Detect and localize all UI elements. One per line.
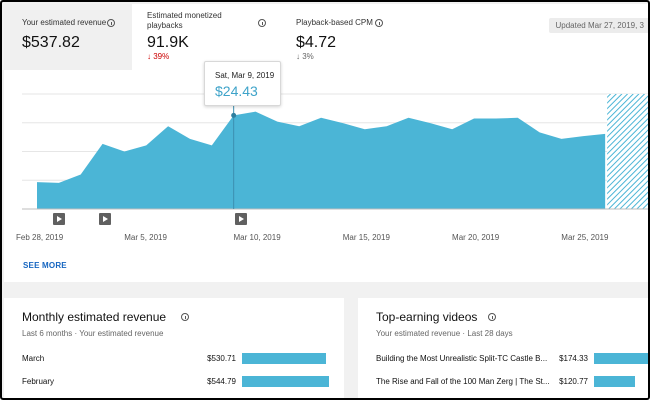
chart-tooltip: Sat, Mar 9, 2019 $24.43 xyxy=(204,61,281,106)
card-title: Top-earning videos xyxy=(376,310,478,324)
video-published-play-icon[interactable] xyxy=(235,213,247,225)
revenue-overview-card: Your estimated revenue $537.82 Estimated… xyxy=(4,4,650,282)
metric-delta-value: 3% xyxy=(302,52,314,61)
info-icon[interactable] xyxy=(375,19,383,27)
metric-tab-playback-cpm[interactable]: Playback-based CPM $4.72 ↓ 3% xyxy=(277,4,427,70)
info-icon[interactable] xyxy=(488,313,496,321)
row-bar xyxy=(242,353,327,364)
hover-point xyxy=(231,112,237,118)
revenue-area-chart[interactable] xyxy=(4,4,650,244)
see-more-link[interactable]: SEE MORE xyxy=(23,261,67,270)
metric-delta: ↓ 3% xyxy=(296,52,314,61)
info-icon[interactable] xyxy=(181,313,189,321)
metric-value: $537.82 xyxy=(22,34,80,51)
row-value: $544.79 xyxy=(207,377,236,386)
x-tick-label: Mar 5, 2019 xyxy=(124,233,167,242)
row-value: $530.71 xyxy=(207,354,236,363)
x-tick-label: Mar 25, 2019 xyxy=(561,233,609,242)
tooltip-date: Sat, Mar 9, 2019 xyxy=(215,71,275,80)
x-tick-label: Mar 20, 2019 xyxy=(452,233,500,242)
card-title: Monthly estimated revenue xyxy=(22,310,167,324)
row-label[interactable]: The Rise and Fall of the 100 Man Zerg | … xyxy=(376,377,550,386)
row-bar xyxy=(594,353,648,364)
metric-label: Playback-based CPM xyxy=(296,18,373,27)
info-icon[interactable] xyxy=(258,19,266,27)
video-published-play-icon[interactable] xyxy=(99,213,111,225)
metric-delta: ↓ 39% xyxy=(147,52,169,61)
metric-tab-monetized-playbacks[interactable]: Estimated monetized playbacks 91.9K ↓ 39… xyxy=(132,4,277,70)
arrow-down-icon: ↓ xyxy=(147,52,154,61)
row-bar xyxy=(242,376,330,387)
arrow-down-icon: ↓ xyxy=(296,52,303,61)
row-bar xyxy=(594,376,636,387)
card-subtitle: Last 6 months · Your estimated revenue xyxy=(22,329,164,338)
metric-label: Your estimated revenue xyxy=(22,18,107,27)
row-label[interactable]: Building the Most Unrealistic Split-TC C… xyxy=(376,354,548,363)
partial-day-region xyxy=(607,94,648,209)
x-tick-label: Mar 10, 2019 xyxy=(233,233,281,242)
metric-tab-estimated-revenue[interactable]: Your estimated revenue $537.82 xyxy=(4,4,132,70)
top-earning-videos-card: Top-earning videos Your estimated revenu… xyxy=(358,298,648,398)
tooltip-value: $24.43 xyxy=(215,83,258,99)
metric-value: 91.9K xyxy=(147,34,189,51)
card-subtitle: Your estimated revenue · Last 28 days xyxy=(376,329,513,338)
row-label: February xyxy=(22,377,55,386)
row-label: March xyxy=(22,354,45,363)
monthly-revenue-card: Monthly estimated revenue Last 6 months … xyxy=(4,298,344,398)
info-icon[interactable] xyxy=(107,19,115,27)
series-area xyxy=(37,111,606,209)
updated-badge: Updated Mar 27, 2019, 3 xyxy=(549,18,648,33)
metric-label: Estimated monetized playbacks xyxy=(147,11,222,30)
metric-delta-value: 39% xyxy=(153,52,170,61)
row-value: $120.77 xyxy=(559,377,588,386)
video-published-play-icon[interactable] xyxy=(53,213,65,225)
x-tick-label: Mar 15, 2019 xyxy=(342,233,390,242)
metric-value: $4.72 xyxy=(296,34,337,51)
x-tick-label: Feb 28, 2019 xyxy=(16,233,64,242)
row-value: $174.33 xyxy=(559,354,588,363)
